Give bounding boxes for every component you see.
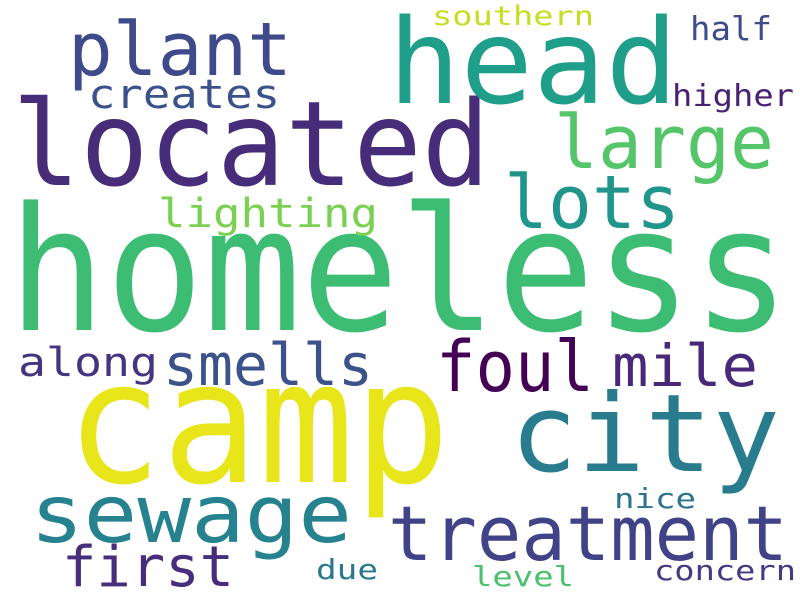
word-southern: southern [432,1,594,32]
word-higher: higher [672,79,794,114]
word-homeless: homeless [8,170,790,371]
word-creates: creates [88,72,280,118]
word-half: half [690,9,772,48]
word-sewage: sewage [30,468,352,561]
word-foul: foul [436,326,594,408]
word-plant: plant [68,7,292,93]
word-head: head [388,0,678,131]
word-city: city [510,372,780,497]
word-located: located [12,75,490,213]
word-smells: smells [163,331,373,399]
word-along: along [18,340,158,386]
word-due: due [316,553,378,586]
word-concern: concern [654,554,796,587]
word-large: large [554,100,774,186]
word-lots: lots [504,160,680,246]
word-nice: nice [614,482,696,515]
word-mile: mile [612,332,758,400]
word-first: first [62,535,234,600]
word-treatment: treatment [388,489,788,578]
word-level: level [472,560,574,593]
word-lighting: lighting [158,191,378,237]
word-camp: camp [66,325,450,523]
